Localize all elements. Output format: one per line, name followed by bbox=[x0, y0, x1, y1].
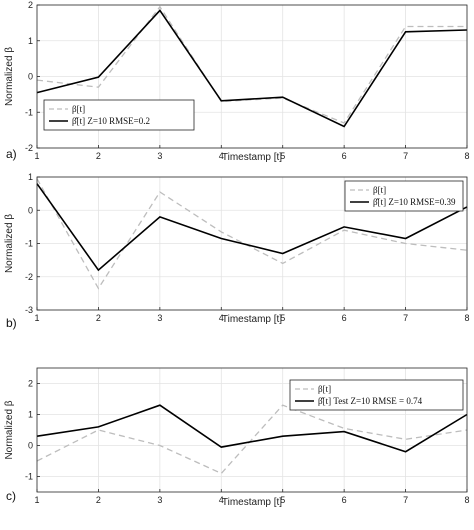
x-tick-label: 6 bbox=[342, 313, 347, 323]
series-line-true bbox=[36, 404, 468, 475]
panel-label: c) bbox=[6, 489, 16, 503]
x-axis-label: Timestamp [t] bbox=[222, 314, 282, 325]
x-tick-label: 6 bbox=[342, 495, 347, 505]
x-tick-label: 5 bbox=[280, 495, 285, 505]
y-tick-label: -3 bbox=[25, 305, 33, 315]
x-tick-label: 4 bbox=[219, 151, 224, 161]
series-line-estimated bbox=[36, 404, 468, 453]
x-tick-label: 2 bbox=[96, 151, 101, 161]
x-tick-label: 2 bbox=[96, 313, 101, 323]
legend-box bbox=[344, 180, 464, 212]
x-tick-label: 8 bbox=[464, 313, 469, 323]
y-tick-label: -1 bbox=[25, 107, 33, 117]
series-line-estimated bbox=[36, 183, 468, 272]
series-line-true bbox=[36, 178, 468, 290]
x-tick-label: 8 bbox=[464, 151, 469, 161]
x-tick-label: 7 bbox=[403, 495, 408, 505]
y-tick-label: -1 bbox=[25, 472, 33, 482]
x-axis-label: Timestamp [t] bbox=[222, 152, 282, 163]
y-tick-label: 0 bbox=[28, 72, 33, 82]
panel-label: a) bbox=[6, 147, 17, 161]
x-tick-label: 7 bbox=[403, 313, 408, 323]
y-tick-label: -1 bbox=[25, 239, 33, 249]
panel-label: b) bbox=[6, 316, 17, 330]
legend: β[t] β̂[t] Test Z=10 RMSE = 0.74 bbox=[289, 379, 464, 411]
legend-entry: β̂[t] Test Z=10 RMSE = 0.74 bbox=[318, 396, 423, 406]
y-tick-label: -2 bbox=[25, 272, 33, 282]
x-tick-label: 4 bbox=[219, 495, 224, 505]
x-tick-label: 8 bbox=[464, 495, 469, 505]
y-tick-label: 2 bbox=[28, 0, 33, 10]
x-tick-label: 3 bbox=[157, 313, 162, 323]
x-tick-label: 6 bbox=[342, 151, 347, 161]
series-line-estimated bbox=[36, 9, 468, 128]
x-axis-label: Timestamp [t] bbox=[222, 497, 282, 508]
x-tick-label: 5 bbox=[280, 313, 285, 323]
legend-entry: β[t] bbox=[373, 185, 386, 195]
x-tick-label: 1 bbox=[34, 495, 39, 505]
y-axis-label: Normalized β bbox=[4, 214, 15, 273]
legend-entry: β̂[t] Z=10 RMSE=0.2 bbox=[72, 116, 150, 126]
legend-box bbox=[289, 379, 464, 411]
chart-panel-3: 1 2 3 4 5 6 7 8 -1 0 1 2 Timestamp [t] Normalized β c)… bbox=[4, 367, 470, 508]
x-tick-label: 2 bbox=[96, 495, 101, 505]
legend-entry: β[t] bbox=[318, 384, 331, 394]
x-tick-label: 7 bbox=[403, 151, 408, 161]
y-tick-label: 1 bbox=[28, 410, 33, 420]
y-tick-label: 1 bbox=[28, 36, 33, 46]
legend-entry: β̂[t] Z=10 RMSE=0.39 bbox=[373, 197, 456, 207]
chart-panel-2: 1 2 3 4 5 6 7 8 -3 -2 -1 0 1 Timestamp [t] Normalized … bbox=[4, 172, 470, 330]
y-axis-label: Normalized β bbox=[4, 400, 15, 459]
y-tick-label: 0 bbox=[28, 205, 33, 215]
x-tick-label: 5 bbox=[280, 151, 285, 161]
legend-entry: β[t] bbox=[72, 104, 85, 114]
legend: β[t] β̂[t] Z=10 RMSE=0.39 bbox=[344, 180, 464, 212]
chart-panel-1: 1 2 3 4 5 6 7 8 -2 -1 0 1 2 Timestamp [t] Normalized β… bbox=[4, 0, 470, 163]
x-tick-label: 1 bbox=[34, 151, 39, 161]
axes-box bbox=[36, 367, 468, 493]
x-tick-label: 4 bbox=[219, 313, 224, 323]
x-tick-label: 1 bbox=[34, 313, 39, 323]
x-tick-label: 3 bbox=[157, 495, 162, 505]
y-tick-label: -2 bbox=[25, 143, 33, 153]
y-tick-label: 2 bbox=[28, 379, 33, 389]
legend-box bbox=[43, 99, 195, 131]
x-tick-label: 3 bbox=[157, 151, 162, 161]
y-tick-label: 1 bbox=[28, 172, 33, 182]
legend: β[t] β̂[t] Z=10 RMSE=0.2 bbox=[43, 99, 195, 131]
y-axis-label: Normalized β bbox=[4, 47, 15, 106]
y-tick-label: 0 bbox=[28, 441, 33, 451]
